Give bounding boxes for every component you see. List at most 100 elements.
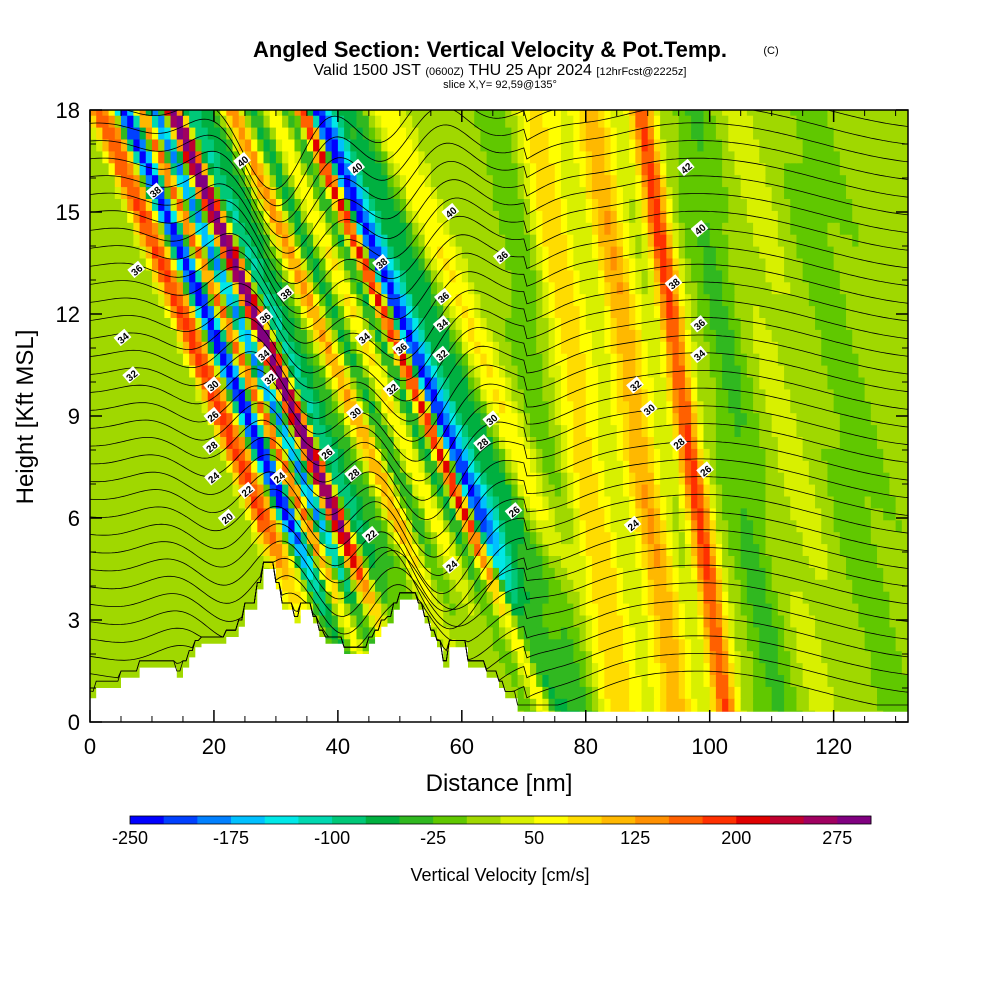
velocity-cell bbox=[895, 698, 903, 711]
velocity-cell bbox=[151, 376, 159, 390]
velocity-cell bbox=[523, 424, 531, 437]
velocity-cell bbox=[170, 638, 178, 652]
velocity-cell bbox=[207, 507, 215, 521]
velocity-cell bbox=[666, 353, 674, 366]
velocity-cell bbox=[629, 412, 636, 426]
velocity-cell bbox=[393, 460, 401, 473]
velocity-cell bbox=[771, 353, 779, 366]
velocity-cell bbox=[523, 460, 531, 473]
velocity-cell bbox=[622, 388, 630, 402]
velocity-cell bbox=[133, 448, 141, 461]
velocity-cell bbox=[523, 603, 531, 616]
velocity-cell bbox=[176, 603, 184, 616]
velocity-cell bbox=[746, 353, 754, 366]
velocity-cell bbox=[610, 484, 618, 497]
velocity-cell bbox=[777, 293, 785, 307]
velocity-cell bbox=[678, 638, 686, 652]
velocity-cell bbox=[96, 662, 103, 675]
velocity-cell bbox=[635, 472, 643, 485]
velocity-cell bbox=[715, 591, 723, 604]
velocity-cell bbox=[660, 388, 667, 402]
velocity-cell bbox=[542, 365, 550, 378]
velocity-cell bbox=[213, 531, 221, 545]
velocity-cell bbox=[901, 412, 908, 426]
velocity-cell bbox=[901, 317, 908, 330]
velocity-cell bbox=[560, 662, 568, 675]
velocity-cell bbox=[660, 591, 667, 604]
velocity-cell bbox=[529, 614, 537, 628]
velocity-cell bbox=[449, 579, 457, 592]
velocity-cell bbox=[505, 686, 512, 699]
velocity-cell bbox=[802, 376, 810, 390]
velocity-cell bbox=[864, 567, 872, 580]
velocity-cell bbox=[722, 460, 729, 473]
velocity-cell bbox=[691, 412, 698, 426]
velocity-cell bbox=[375, 376, 382, 390]
velocity-cell bbox=[703, 495, 711, 509]
velocity-cell bbox=[158, 472, 165, 485]
velocity-cell bbox=[604, 650, 612, 664]
velocity-cell bbox=[288, 376, 296, 390]
velocity-cell bbox=[344, 293, 351, 307]
velocity-cell bbox=[529, 460, 537, 473]
velocity-cell bbox=[864, 638, 872, 652]
velocity-cell bbox=[598, 543, 605, 556]
velocity-cell bbox=[300, 376, 308, 390]
velocity-cell bbox=[368, 484, 376, 497]
velocity-cell bbox=[715, 638, 723, 652]
velocity-cell bbox=[889, 412, 897, 426]
velocity-cell bbox=[139, 603, 147, 616]
velocity-cell bbox=[660, 698, 667, 711]
velocity-cell bbox=[492, 448, 500, 461]
velocity-cell bbox=[660, 281, 667, 295]
velocity-cell bbox=[672, 388, 680, 402]
velocity-cell bbox=[517, 376, 525, 390]
velocity-cell bbox=[895, 436, 903, 449]
velocity-cell bbox=[567, 662, 574, 675]
velocity-cell bbox=[765, 329, 773, 342]
velocity-cell bbox=[653, 281, 661, 295]
velocity-cell bbox=[306, 293, 314, 307]
velocity-cell bbox=[622, 329, 630, 342]
velocity-cell bbox=[629, 400, 636, 414]
velocity-cell bbox=[201, 412, 209, 426]
velocity-cell bbox=[96, 650, 103, 664]
velocity-cell bbox=[536, 638, 543, 652]
velocity-cell bbox=[331, 436, 339, 449]
velocity-cell bbox=[709, 614, 717, 628]
velocity-cell bbox=[833, 436, 841, 449]
velocity-cell bbox=[622, 507, 630, 521]
velocity-cell bbox=[660, 650, 667, 664]
velocity-cell bbox=[821, 555, 829, 568]
velocity-cell bbox=[604, 507, 612, 521]
velocity-cell bbox=[808, 698, 816, 711]
velocity-cell bbox=[350, 626, 358, 640]
velocity-cell bbox=[114, 472, 122, 485]
velocity-cell bbox=[381, 519, 389, 533]
velocity-cell bbox=[703, 305, 711, 318]
velocity-cell bbox=[319, 603, 327, 616]
velocity-cell bbox=[90, 353, 97, 366]
velocity-cell bbox=[201, 329, 209, 342]
velocity-cell bbox=[790, 305, 798, 318]
velocity-cell bbox=[127, 412, 134, 426]
velocity-cell bbox=[715, 448, 723, 461]
velocity-cell bbox=[393, 329, 401, 342]
velocity-cell bbox=[753, 591, 760, 604]
velocity-cell bbox=[170, 281, 178, 295]
velocity-cell bbox=[722, 305, 729, 318]
velocity-cell bbox=[288, 567, 296, 580]
velocity-cell bbox=[356, 269, 364, 283]
velocity-cell bbox=[244, 579, 252, 592]
velocity-cell bbox=[375, 614, 382, 628]
velocity-cell bbox=[306, 448, 314, 461]
velocity-cell bbox=[870, 436, 878, 449]
velocity-cell bbox=[486, 484, 494, 497]
velocity-cell bbox=[808, 305, 816, 318]
velocity-cell bbox=[251, 531, 258, 545]
velocity-cell bbox=[486, 603, 494, 616]
velocity-cell bbox=[461, 448, 469, 461]
velocity-cell bbox=[325, 507, 333, 521]
velocity-cell bbox=[579, 686, 587, 699]
velocity-cell bbox=[827, 531, 835, 545]
